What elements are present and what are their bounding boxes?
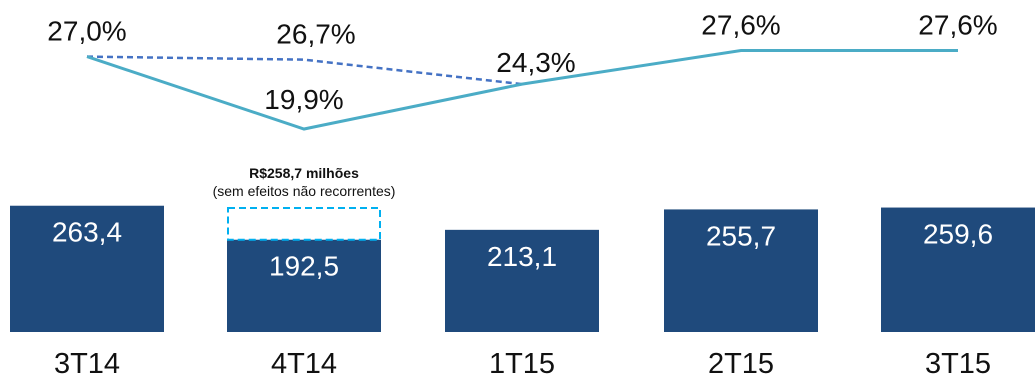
bar-value-label: 192,5	[269, 251, 339, 282]
bar-1T15	[445, 229, 599, 332]
line-series	[86, 48, 958, 131]
bar-4T14	[227, 239, 381, 332]
category-label: 1T15	[489, 348, 555, 380]
margin-label: 24,3%	[496, 47, 575, 78]
category-label: 3T14	[54, 348, 120, 380]
category-label: 4T14	[271, 348, 337, 380]
margin-label: 19,9%	[264, 84, 343, 115]
category-axis-labels: 3T14 4T14 1T15 2T15 3T15	[54, 348, 991, 380]
bar-value-label: 263,4	[52, 217, 122, 248]
margin-label: 27,6%	[701, 9, 780, 40]
annotation-dashed-box	[227, 206, 381, 241]
category-label: 3T15	[925, 348, 991, 380]
dashed-margin-line	[86, 55, 523, 86]
bar-value-label: 259,6	[923, 219, 993, 250]
annotation-subtitle: (sem efeitos não recorrentes)	[213, 183, 396, 199]
margin-label: 27,0%	[47, 16, 126, 47]
bar-3T15	[881, 207, 1035, 332]
bar-value-label: 213,1	[487, 241, 557, 272]
bar-2T15	[664, 209, 818, 332]
bar-value-label: 255,7	[706, 220, 776, 251]
recurring-margin-label: 26,7%	[276, 19, 355, 50]
bar-3T14	[10, 205, 164, 332]
margin-line	[86, 48, 958, 131]
category-label: 2T15	[708, 348, 774, 380]
bar-series: 263,4 192,5 213,1 255,7 259,6	[10, 205, 1035, 332]
annotation-group: R$258,7 milhões (sem efeitos não recorre…	[213, 165, 396, 241]
margin-labels: 27,0% 19,9% 24,3% 27,6% 27,6% 26,7%	[47, 9, 997, 115]
annotation-title: R$258,7 milhões	[249, 165, 359, 181]
margin-label: 27,6%	[918, 9, 997, 40]
